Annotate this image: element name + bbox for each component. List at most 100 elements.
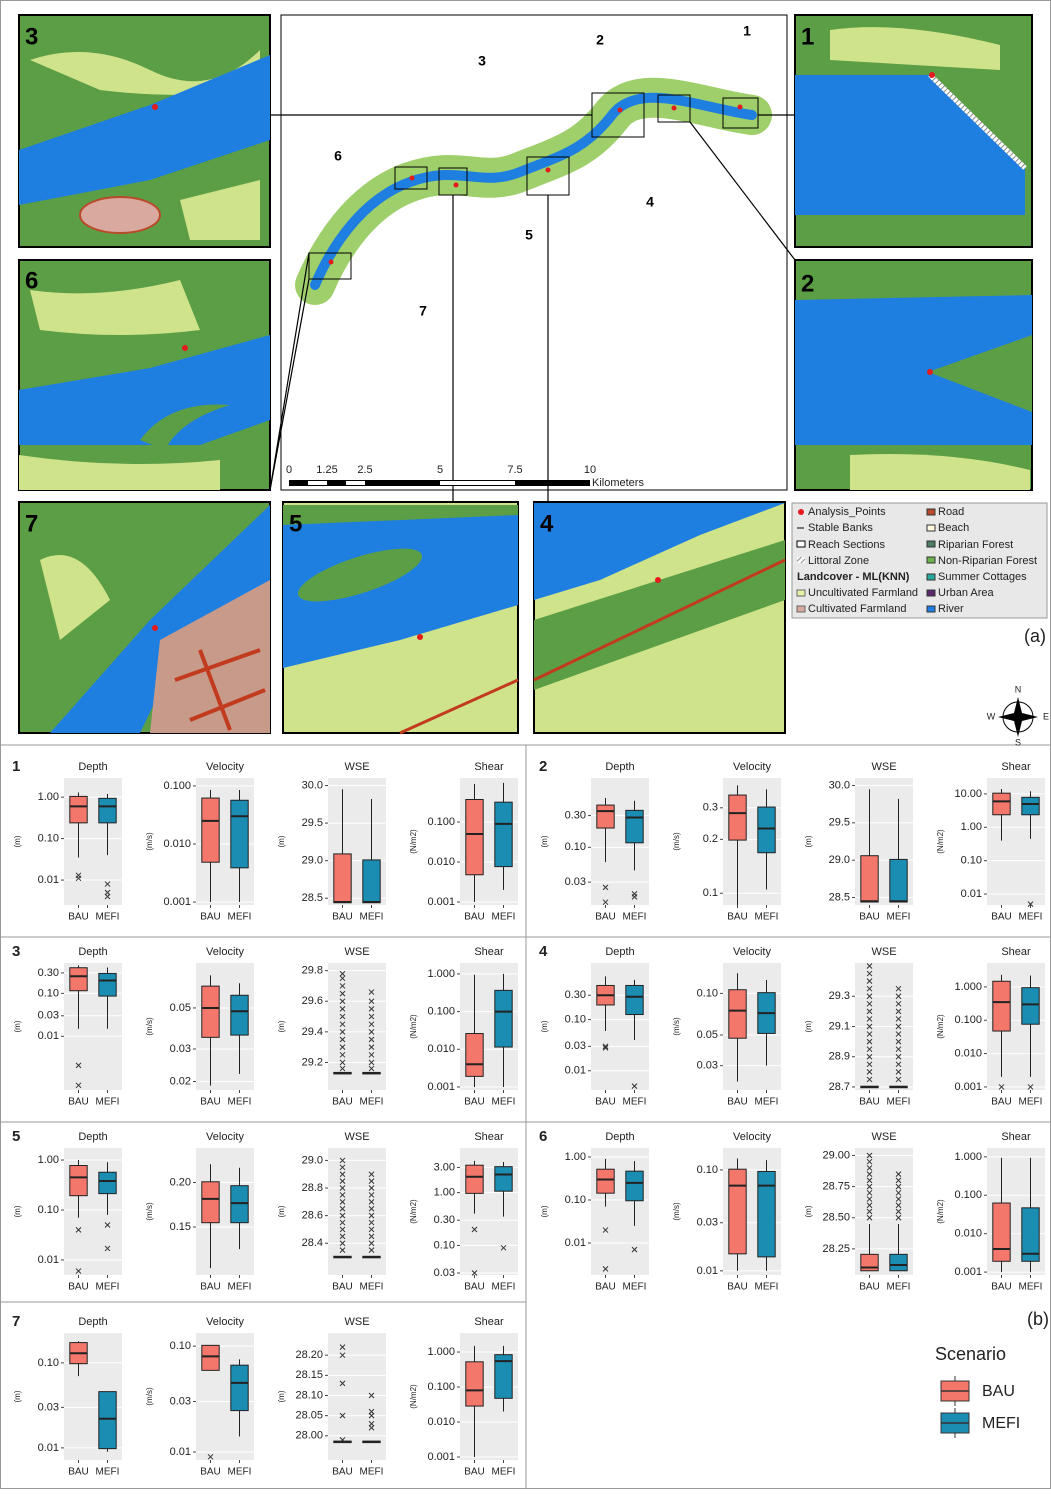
y-tick-label: 0.001 — [163, 896, 191, 908]
y-tick-label: 0.03 — [170, 1395, 191, 1407]
y-axis-label: (m) — [277, 1020, 286, 1032]
y-tick-label: 0.100 — [954, 1014, 982, 1026]
chart-title: Shear — [1001, 761, 1031, 773]
y-axis-label: (m) — [804, 1205, 813, 1217]
box — [202, 986, 219, 1037]
box — [466, 1362, 483, 1406]
inset-label: 6 — [25, 267, 38, 294]
y-tick-label: 1.00 — [565, 1151, 586, 1163]
box — [729, 1169, 746, 1254]
x-tick-label: BAU — [464, 1097, 485, 1108]
y-tick-label: 0.03 — [170, 1043, 191, 1055]
y-tick-label: 1.000 — [427, 1346, 455, 1358]
legend-item: Urban Area — [938, 587, 995, 599]
chart-title: Depth — [78, 1131, 107, 1143]
y-tick-label: 0.01 — [697, 1265, 718, 1277]
x-tick-label: BAU — [595, 1097, 616, 1108]
x-tick-label: BAU — [200, 912, 221, 923]
y-tick-label: 0.10 — [434, 1239, 455, 1251]
box — [231, 995, 248, 1035]
y-tick-label: 1.00 — [434, 1187, 455, 1199]
x-tick-label: MEFI — [755, 1282, 779, 1293]
chart-title: Depth — [78, 761, 107, 773]
chart-title: Shear — [1001, 1131, 1031, 1143]
legend-item: Beach — [938, 522, 969, 534]
zone-label: 4 — [646, 194, 654, 210]
x-tick-label: BAU — [332, 1467, 353, 1478]
y-tick-label: 0.05 — [697, 1029, 718, 1041]
y-axis-label: (m) — [13, 1205, 22, 1217]
inset-4 — [534, 502, 785, 733]
x-tick-label: MEFI — [96, 1467, 120, 1478]
box — [758, 1171, 775, 1256]
inset-1 — [795, 15, 1032, 247]
x-tick-label: MEFI — [623, 1097, 647, 1108]
box — [495, 802, 512, 866]
compass-e: E — [1043, 711, 1049, 721]
chart-title: Shear — [474, 1316, 504, 1328]
box — [231, 1365, 248, 1410]
x-tick-label: BAU — [859, 1282, 880, 1293]
compass-s: S — [1015, 737, 1021, 747]
x-tick-label: MEFI — [1019, 912, 1043, 923]
y-tick-label: 28.5 — [829, 891, 850, 903]
y-tick-label: 1.00 — [38, 791, 59, 803]
panel-number: 1 — [12, 758, 20, 775]
x-tick-label: MEFI — [1019, 1282, 1043, 1293]
box — [99, 1392, 116, 1449]
x-tick-label: MEFI — [360, 1467, 384, 1478]
chart-title: WSE — [871, 946, 896, 958]
y-tick-label: 28.50 — [822, 1212, 850, 1224]
y-tick-label: 1.000 — [954, 981, 982, 993]
compass-w: W — [987, 711, 996, 721]
chart-title: WSE — [344, 946, 369, 958]
chart-title: WSE — [344, 1131, 369, 1143]
y-tick-label: 0.100 — [427, 1381, 455, 1393]
plot-area — [328, 963, 386, 1090]
y-tick-label: 0.30 — [38, 967, 59, 979]
box — [890, 1254, 907, 1270]
y-tick-label: 0.30 — [565, 809, 586, 821]
panel-number: 4 — [539, 943, 548, 960]
scenario-legend: Scenario — [935, 1344, 1006, 1364]
y-axis-label: (m) — [540, 835, 549, 847]
y-tick-label: 29.6 — [302, 995, 323, 1007]
box — [861, 856, 878, 902]
x-tick-label: MEFI — [96, 1097, 120, 1108]
panel-number: 2 — [539, 758, 547, 775]
x-tick-label: BAU — [68, 1467, 89, 1478]
x-tick-label: MEFI — [623, 1282, 647, 1293]
chart-title: WSE — [871, 761, 896, 773]
inset-2 — [795, 260, 1032, 490]
y-tick-label: 29.5 — [302, 817, 323, 829]
y-tick-label: 0.01 — [170, 1446, 191, 1458]
box — [1022, 797, 1039, 814]
y-tick-label: 0.01 — [38, 1442, 59, 1454]
box — [202, 1345, 219, 1370]
x-tick-label: BAU — [727, 1282, 748, 1293]
scale-label: 10 — [584, 464, 596, 476]
box — [993, 1203, 1010, 1261]
y-tick-label: 30.0 — [302, 779, 323, 791]
box — [626, 1171, 643, 1201]
x-tick-label: MEFI — [360, 912, 384, 923]
y-tick-label: 0.100 — [954, 1189, 982, 1201]
x-tick-label: BAU — [332, 912, 353, 923]
chart-title: Depth — [605, 1131, 634, 1143]
y-tick-label: 0.30 — [434, 1214, 455, 1226]
legend-item: Non-Riparian Forest — [938, 555, 1037, 567]
y-tick-label: 29.1 — [829, 1020, 850, 1032]
inset-6 — [19, 260, 270, 490]
chart-title: Velocity — [206, 1316, 244, 1328]
y-tick-label: 0.03 — [38, 1401, 59, 1413]
inset-label: 2 — [801, 270, 814, 297]
legend-item: Riparian Forest — [938, 539, 1013, 551]
y-tick-label: 28.6 — [302, 1210, 323, 1222]
y-tick-label: 28.9 — [829, 1051, 850, 1063]
box — [1022, 988, 1039, 1025]
x-tick-label: MEFI — [887, 912, 911, 923]
y-tick-label: 28.25 — [822, 1243, 850, 1255]
legend-item: Reach Sections — [808, 539, 886, 551]
inset-label: 3 — [25, 23, 38, 50]
y-axis-label: (N/m2) — [409, 829, 418, 854]
